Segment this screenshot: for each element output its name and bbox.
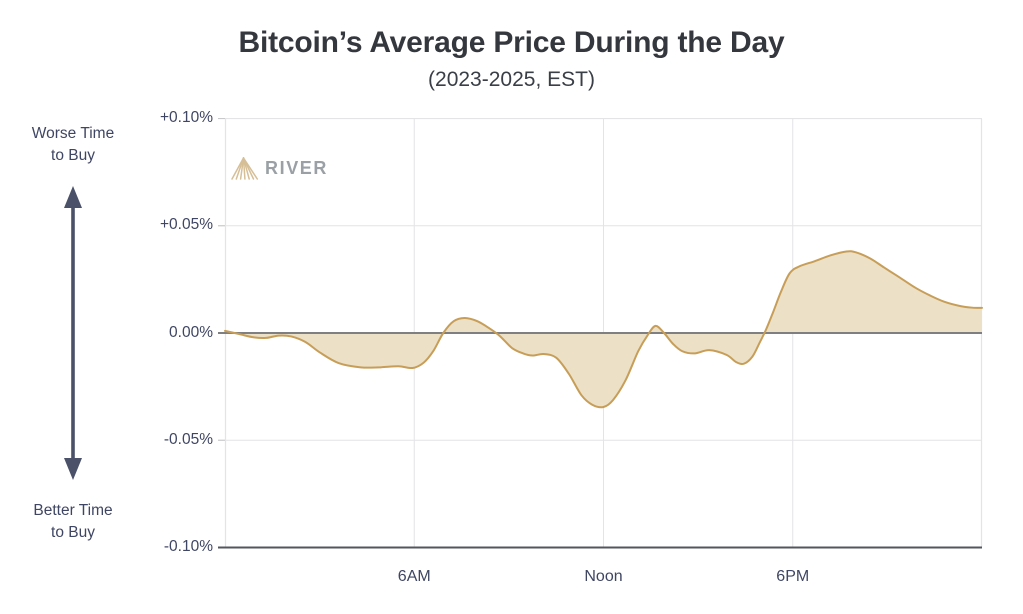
- y-tick-label: -0.05%: [163, 430, 213, 448]
- worse-time-label: Worse Time to Buy: [31, 125, 115, 165]
- page-subtitle: (2023-2025, EST): [428, 68, 595, 91]
- page-title: Bitcoin’s Average Price During the Day: [238, 26, 785, 59]
- y-tick-label: +0.10%: [159, 109, 213, 126]
- river-mountain-icon: [231, 157, 258, 180]
- y-tick-label: -0.10%: [163, 538, 213, 555]
- x-tick-label: Noon: [584, 568, 623, 585]
- price-line: [224, 250, 983, 409]
- x-tick-label: 6PM: [776, 568, 810, 585]
- price-deviation-plot: [218, 118, 983, 549]
- y-tick-label: 0.00%: [169, 323, 213, 341]
- price-area: [225, 251, 982, 408]
- better-time-label: Better Time to Buy: [33, 502, 113, 542]
- river-logo: RIVER: [231, 156, 328, 181]
- x-tick-label: 6AM: [397, 568, 431, 585]
- river-logo-text: RIVER: [265, 158, 329, 178]
- y-tick-label: +0.05%: [159, 216, 213, 234]
- worse-better-arrow-icon: [64, 186, 82, 480]
